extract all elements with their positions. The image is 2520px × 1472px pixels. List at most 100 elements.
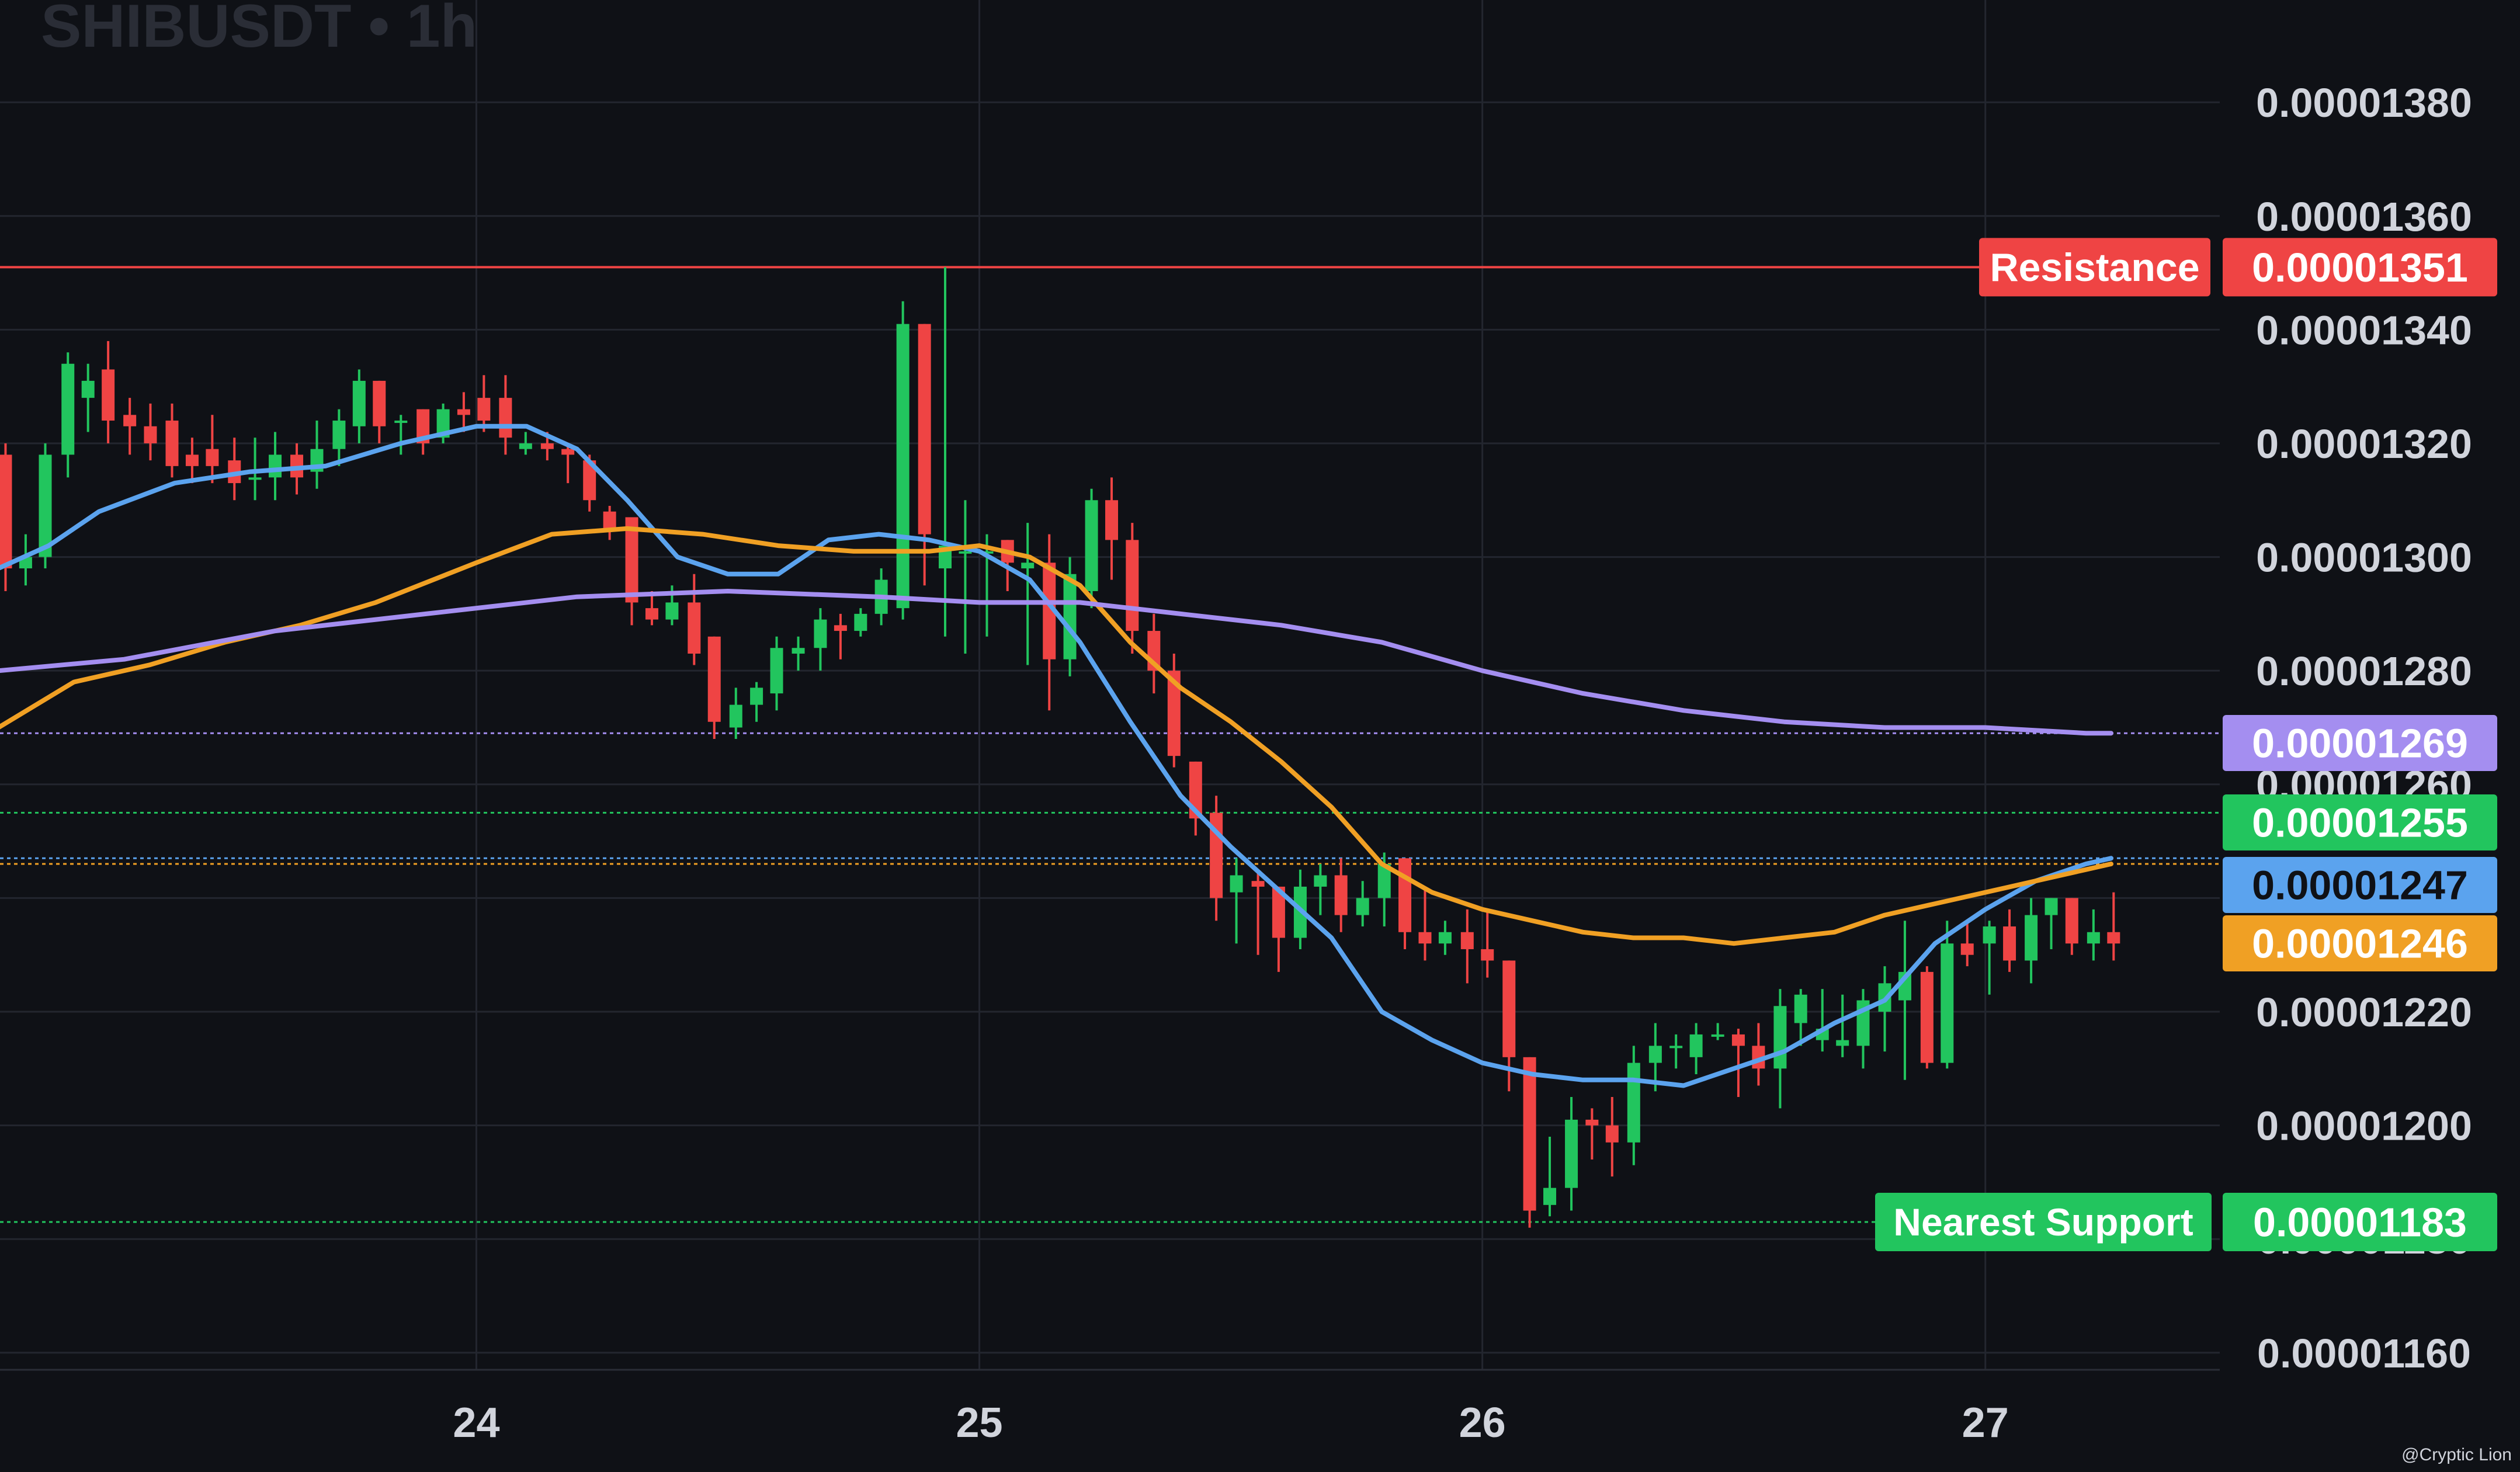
y-tick-label: 0.00001200 — [2256, 1103, 2472, 1149]
candle-body — [519, 443, 532, 449]
watermark: @Cryptic Lion — [2401, 1445, 2512, 1464]
candle-body — [81, 380, 95, 398]
candle-body — [269, 454, 282, 478]
ema-orange-line — [0, 526, 2113, 946]
candle-body — [499, 398, 512, 438]
price-tag-text: 0.00001269 — [2252, 721, 2468, 766]
candle-body — [2087, 932, 2100, 944]
candle-body — [1689, 1034, 1703, 1057]
price-tag-bg — [2223, 794, 2497, 850]
candle-body — [645, 608, 658, 620]
y-tick-label: 0.00001220 — [2256, 990, 2472, 1035]
resistance-price-tag-text: 0.00001351 — [2252, 245, 2468, 290]
candle-body — [123, 415, 137, 426]
candle-body — [1126, 540, 1139, 631]
candle-body — [206, 449, 219, 466]
x-axis[interactable]: 24 25 26 27 — [453, 1400, 2008, 1446]
candle-body — [436, 409, 450, 438]
price-tag-text: 0.00001247 — [2252, 863, 2468, 908]
price-tag: 0.00001255 — [2223, 794, 2497, 850]
candle-body — [1920, 971, 1934, 1063]
support-price-tag-text: 0.00001183 — [2253, 1200, 2467, 1245]
candle-body — [583, 460, 596, 501]
candle-body — [896, 324, 910, 609]
candle-body — [729, 704, 742, 728]
candle-body — [1105, 500, 1119, 540]
candle-body — [1356, 898, 1369, 915]
x-tick-label: 27 — [1962, 1400, 2009, 1446]
support-price-tag: 0.00001183 — [2223, 1193, 2497, 1252]
candle-body — [1669, 1046, 1683, 1049]
resistance-label-text: Resistance — [1990, 245, 2199, 290]
candle-body — [477, 398, 491, 421]
candle-body — [2107, 932, 2120, 944]
candle-body — [1063, 574, 1077, 659]
resistance-price-tag: 0.00001351 — [2223, 238, 2497, 297]
candle-body — [248, 477, 262, 480]
candles — [0, 267, 2120, 1228]
candle-body — [1731, 1034, 1745, 1046]
price-tag: 0.00001269 — [2223, 715, 2497, 771]
candle-body — [1043, 563, 1056, 659]
support-label-bg — [1875, 1193, 2212, 1252]
resistance-label: Resistance — [1979, 238, 2210, 297]
candle-body — [603, 511, 616, 529]
candle-body — [102, 369, 115, 421]
candle-body — [1377, 864, 1391, 898]
candle-body — [540, 443, 554, 449]
candle-body — [1711, 1034, 1724, 1037]
price-tag-text: 0.00001246 — [2252, 921, 2468, 967]
grid — [0, 0, 2220, 1371]
candle-body — [1502, 960, 1516, 1057]
price-tag-bg — [2223, 915, 2497, 971]
candle-body — [416, 409, 430, 443]
y-tick-label: 0.00001380 — [2256, 80, 2472, 126]
candle-body — [2045, 898, 2058, 915]
y-axis[interactable]: 0.000011600.000011800.000012000.00001220… — [2256, 80, 2472, 1376]
price-tag: 0.00001246 — [2223, 915, 2497, 971]
price-tag-bg — [2223, 857, 2497, 913]
candle-body — [39, 454, 52, 557]
candle-body — [1398, 858, 1412, 932]
candle-body — [1941, 943, 1954, 1063]
y-tick-label: 0.00001320 — [2256, 421, 2472, 467]
candle-body — [707, 636, 721, 722]
x-tick-label: 24 — [453, 1400, 499, 1446]
candle-body — [1794, 994, 1807, 1023]
candle-body — [750, 688, 763, 705]
ema-purple-line — [0, 589, 2113, 736]
candle-body — [1627, 1063, 1640, 1143]
candle-body — [1585, 1119, 1599, 1126]
x-tick-label: 25 — [956, 1400, 1002, 1446]
ema-blue-line — [0, 423, 2113, 1088]
y-tick-label: 0.00001300 — [2256, 535, 2472, 581]
candle-body — [144, 426, 157, 443]
price-tag-bg — [2223, 715, 2497, 771]
candle-body — [1460, 932, 1474, 949]
candle-body — [165, 421, 179, 466]
candle-body — [2003, 926, 2016, 961]
resistance-label-bg — [1979, 238, 2210, 297]
candle-body — [688, 602, 701, 654]
candle-body — [0, 454, 12, 569]
y-tick-label: 0.00001160 — [2257, 1331, 2471, 1376]
candle-body — [665, 602, 679, 620]
candle-body — [1418, 932, 1432, 944]
candle-body — [561, 449, 575, 455]
candle-body — [814, 619, 827, 648]
candle-body — [352, 380, 366, 426]
candle-body — [1543, 1188, 1557, 1205]
candle-body — [1085, 500, 1098, 591]
support-label-text: Nearest Support — [1893, 1200, 2193, 1244]
candle-body — [1836, 1040, 1849, 1046]
support-price-tag-bg — [2223, 1193, 2497, 1252]
resistance-price-tag-bg — [2223, 238, 2497, 297]
candle-body — [1983, 926, 1996, 944]
candle-body — [373, 380, 386, 426]
candle-body — [1605, 1125, 1619, 1143]
candle-body — [770, 648, 783, 694]
candle-body — [457, 409, 470, 415]
candle-body — [1523, 1057, 1536, 1211]
price-tag-text: 0.00001255 — [2252, 800, 2468, 846]
